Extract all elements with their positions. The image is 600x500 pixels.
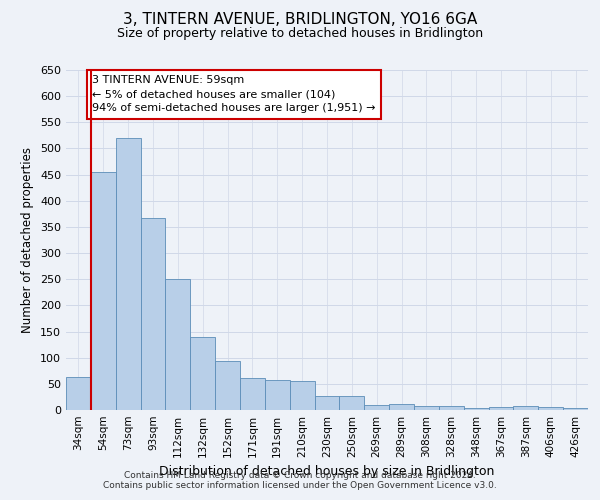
Bar	[514, 406, 538, 410]
Text: 3, TINTERN AVENUE, BRIDLINGTON, YO16 6GA: 3, TINTERN AVENUE, BRIDLINGTON, YO16 6GA	[123, 12, 477, 28]
Y-axis label: Number of detached properties: Number of detached properties	[22, 147, 34, 333]
Text: Contains HM Land Registry data © Crown copyright and database right 2024.: Contains HM Land Registry data © Crown c…	[124, 471, 476, 480]
Text: 3 TINTERN AVENUE: 59sqm
← 5% of detached houses are smaller (104)
94% of semi-de: 3 TINTERN AVENUE: 59sqm ← 5% of detached…	[92, 75, 376, 113]
Bar	[464, 408, 488, 410]
Bar	[140, 218, 166, 410]
Bar	[414, 406, 439, 410]
Bar	[166, 279, 190, 410]
Bar	[340, 396, 364, 410]
Bar	[190, 337, 215, 410]
X-axis label: Distribution of detached houses by size in Bridlington: Distribution of detached houses by size …	[160, 466, 494, 478]
Text: Contains public sector information licensed under the Open Government Licence v3: Contains public sector information licen…	[103, 481, 497, 490]
Bar	[439, 406, 464, 410]
Bar	[91, 172, 116, 410]
Bar	[215, 362, 240, 410]
Bar	[563, 408, 588, 410]
Bar	[389, 404, 414, 410]
Bar	[66, 377, 91, 410]
Bar	[290, 381, 314, 410]
Bar	[240, 378, 265, 410]
Bar	[265, 380, 290, 410]
Bar	[116, 138, 140, 410]
Bar	[538, 408, 563, 410]
Text: Size of property relative to detached houses in Bridlington: Size of property relative to detached ho…	[117, 28, 483, 40]
Bar	[314, 396, 340, 410]
Bar	[364, 405, 389, 410]
Bar	[488, 408, 514, 410]
